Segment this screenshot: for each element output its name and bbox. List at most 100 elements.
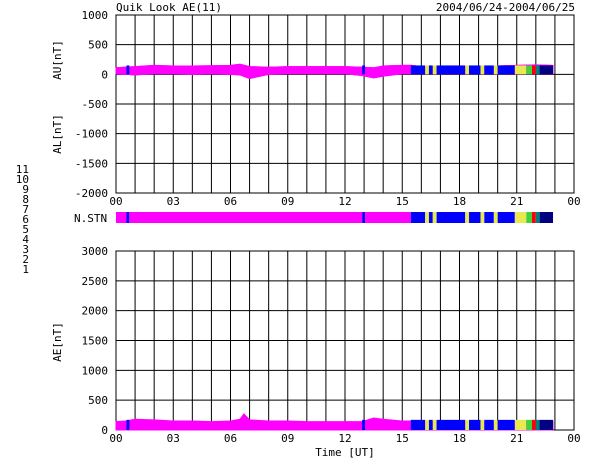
y-tick-label: 0 — [101, 68, 108, 81]
au-ylabel: AU[nT] — [51, 40, 64, 80]
station-band-segment — [514, 65, 527, 75]
x-tick-label: 06 — [224, 432, 237, 445]
station-band-segment — [484, 65, 494, 75]
au-al-x-ticks: 00 03 06 09 12 15 18 21 00 — [109, 195, 580, 208]
x-tick-label: 12 — [338, 432, 351, 445]
x-tick-label: 21 — [510, 195, 523, 208]
y-tick-label: -1500 — [75, 157, 108, 170]
nstn-segment-9 — [436, 212, 466, 223]
panel-frame — [115, 14, 575, 194]
au-al-panel: 1000 500 0 -500 -1000 -1500 -2000 00 03 06 09 12 15… — [51, 9, 581, 208]
station-band-segment — [535, 419, 540, 430]
station-band-segment — [539, 65, 554, 75]
nstn-segment-9 — [362, 212, 366, 223]
station-band-segment — [539, 419, 554, 430]
nstn-segment-10 — [129, 212, 363, 223]
legend-entry-11: 11 — [16, 163, 29, 176]
nstn-segment-6 — [532, 212, 536, 223]
station-band-segment — [497, 65, 515, 75]
station-band-segment — [428, 419, 433, 430]
x-tick-label: 03 — [167, 195, 180, 208]
station-band-segment — [480, 65, 485, 75]
x-tick-label: 00 — [567, 195, 580, 208]
station-band-segment — [436, 65, 466, 75]
x-tick-label: 06 — [224, 195, 237, 208]
station-band-segment — [126, 65, 130, 75]
legend-entry-10: 10 — [16, 173, 29, 186]
station-band-segment — [480, 419, 485, 430]
legend-entry-5: 5 — [22, 223, 29, 236]
x-tick-label: 18 — [453, 432, 466, 445]
x-tick-label: 00 — [109, 195, 122, 208]
x-tick-label: 09 — [281, 195, 294, 208]
y-tick-label: 1000 — [82, 364, 109, 377]
legend-entry-2: 2 — [22, 253, 29, 266]
station-band-segment — [514, 419, 527, 430]
station-band-segment — [493, 419, 498, 430]
ae-x-ticks: 00 03 06 09 12 15 18 21 00 — [109, 432, 580, 445]
station-band-segment — [432, 65, 437, 75]
station-band-segment — [465, 65, 470, 75]
station-band-segment — [532, 419, 536, 430]
nstn-segment-9 — [410, 212, 426, 223]
date-range: 2004/06/24-2004/06/25 — [436, 1, 575, 14]
station-band-segment — [497, 419, 515, 430]
nstn-segment-9 — [126, 212, 130, 223]
y-tick-label: -1000 — [75, 128, 108, 141]
station-band-segment — [362, 419, 366, 430]
legend-entry-1: 1 — [22, 263, 29, 276]
station-band-segment — [469, 65, 481, 75]
station-band-segment — [432, 419, 437, 430]
nstn-panel: N.STN — [74, 212, 554, 225]
nstn-segment-8 — [432, 212, 437, 223]
nstn-segment-9 — [428, 212, 433, 223]
nstn-segment-7 — [526, 212, 533, 223]
y-tick-label: 2000 — [82, 305, 109, 318]
au-al-series — [115, 63, 554, 80]
y-tick-label: 2500 — [82, 275, 109, 288]
y-tick-label: 1000 — [82, 9, 109, 22]
x-tick-label: 15 — [396, 432, 409, 445]
station-band-segment — [484, 419, 494, 430]
chart-title: Quik Look AE(11) — [116, 1, 222, 14]
nstn-segment-1 — [539, 212, 554, 223]
x-tick-label: 03 — [167, 432, 180, 445]
y-tick-label: -2000 — [75, 187, 108, 200]
station-band-segment — [526, 419, 533, 430]
station-band-segment — [362, 65, 366, 75]
au-al-grid — [115, 14, 575, 194]
legend-entry-3: 3 — [22, 243, 29, 256]
station-band-segment — [526, 65, 533, 75]
y-tick-label: 500 — [88, 394, 108, 407]
al-ylabel: AL[nT] — [51, 114, 64, 154]
y-tick-label: 1500 — [82, 335, 109, 348]
legend-entry-7: 7 — [22, 203, 29, 216]
nstn-segment-8 — [425, 212, 429, 223]
x-tick-label: 21 — [510, 432, 523, 445]
x-tick-label: 12 — [338, 195, 351, 208]
au-al-y-ticks: 1000 500 0 -500 -1000 -1500 -2000 — [75, 9, 108, 200]
station-band-segment — [532, 65, 536, 75]
station-band-segment — [126, 419, 130, 430]
nstn-segment-9 — [484, 212, 494, 223]
x-axis-label: Time [UT] — [315, 446, 375, 459]
ae-series — [115, 413, 554, 431]
y-tick-label: -500 — [82, 98, 109, 111]
ae-grid — [115, 250, 575, 431]
y-tick-label: 500 — [88, 39, 108, 52]
nstn-label: N.STN — [74, 212, 107, 225]
station-band-segment — [428, 65, 433, 75]
nstn-segment-8 — [514, 212, 527, 223]
station-band-segment — [410, 65, 426, 75]
nstn-segment-8 — [480, 212, 485, 223]
legend-entry-9: 9 — [22, 183, 29, 196]
station-band-segment — [425, 65, 429, 75]
station-band-segment — [535, 65, 540, 75]
nstn-segment-3 — [535, 212, 540, 223]
x-tick-label: 15 — [396, 195, 409, 208]
ae-y-ticks: 3000 2500 2000 1500 1000 500 0 — [82, 245, 109, 437]
station-band-segment — [410, 419, 426, 430]
station-band-segment — [465, 419, 470, 430]
